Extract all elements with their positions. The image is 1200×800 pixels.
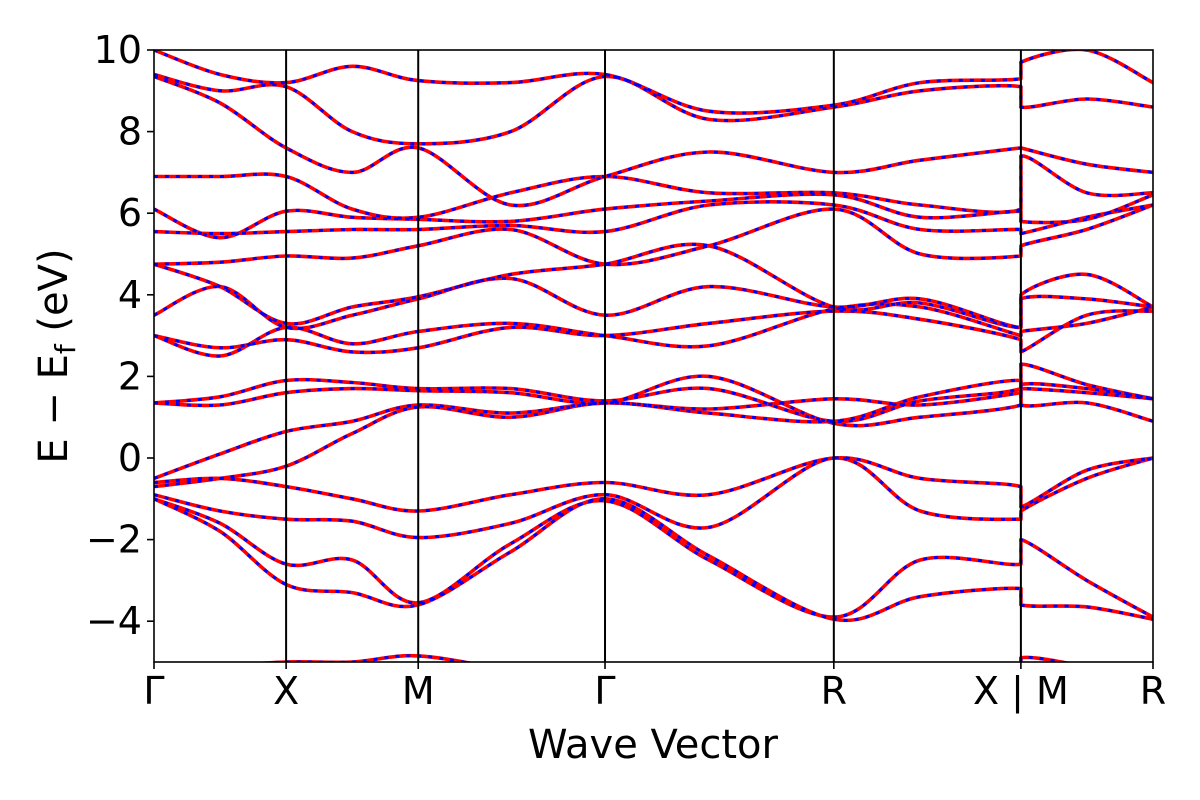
x-tick-label: X bbox=[273, 669, 299, 713]
x-tick-label: R bbox=[821, 669, 847, 713]
band-line-red-4 bbox=[154, 455, 1153, 513]
band-line-blue-11 bbox=[154, 276, 1153, 330]
x-tick-label: Γ bbox=[594, 669, 615, 713]
x-tick-label: Γ bbox=[143, 669, 164, 713]
band-line-blue-2 bbox=[154, 497, 1153, 619]
x-tick-label: M bbox=[402, 669, 435, 713]
y-tick-label: −2 bbox=[86, 518, 142, 562]
band-line-red-2 bbox=[154, 497, 1153, 619]
x-tick-label: X | M bbox=[973, 669, 1069, 714]
plot-frame bbox=[153, 49, 1154, 663]
x-axis-title: Wave Vector bbox=[528, 722, 779, 768]
y-axis-title-subscript: f bbox=[49, 343, 82, 354]
band-line-blue-19 bbox=[154, 50, 1153, 115]
x-axis-ticks: Γ X M Γ R X | M R bbox=[143, 662, 1166, 714]
band-line-red-1 bbox=[154, 496, 1153, 623]
y-tick-label: 0 bbox=[118, 436, 142, 480]
y-tick-label: 6 bbox=[118, 191, 142, 235]
band-line-red-3 bbox=[154, 456, 1153, 540]
band-line-red-6 bbox=[154, 386, 1153, 481]
band-line-blue-3 bbox=[154, 456, 1153, 540]
band-line-red-7 bbox=[154, 374, 1153, 428]
y-tick-label: 10 bbox=[94, 28, 142, 72]
band-line-blue-1 bbox=[154, 497, 1153, 622]
band-line-blue-18 bbox=[154, 73, 1153, 146]
y-tick-label: 8 bbox=[118, 110, 142, 154]
y-axis-title: E − Ef (eV) bbox=[31, 248, 82, 463]
band-line-blue-14 bbox=[154, 200, 1153, 236]
band-line-blue-15 bbox=[154, 192, 1153, 240]
x-tick-label: R bbox=[1140, 669, 1166, 713]
y-axis-title-unit: (eV) bbox=[31, 248, 77, 344]
y-tick-label: 4 bbox=[118, 273, 142, 317]
y-axis-ticks: −4 −2 0 2 4 6 8 10 bbox=[86, 28, 154, 643]
band-line-blue-17 bbox=[154, 75, 1153, 208]
band-line-red-18 bbox=[154, 72, 1153, 146]
y-tick-label: 2 bbox=[118, 354, 142, 398]
kpoint-divider-lines bbox=[285, 50, 1022, 662]
y-axis-title-main: E − E bbox=[31, 354, 77, 464]
band-line-blue-7 bbox=[154, 374, 1153, 428]
band-line-blue-6 bbox=[154, 387, 1153, 480]
band-line-red-14 bbox=[154, 200, 1153, 236]
y-tick-label: −4 bbox=[86, 599, 142, 643]
